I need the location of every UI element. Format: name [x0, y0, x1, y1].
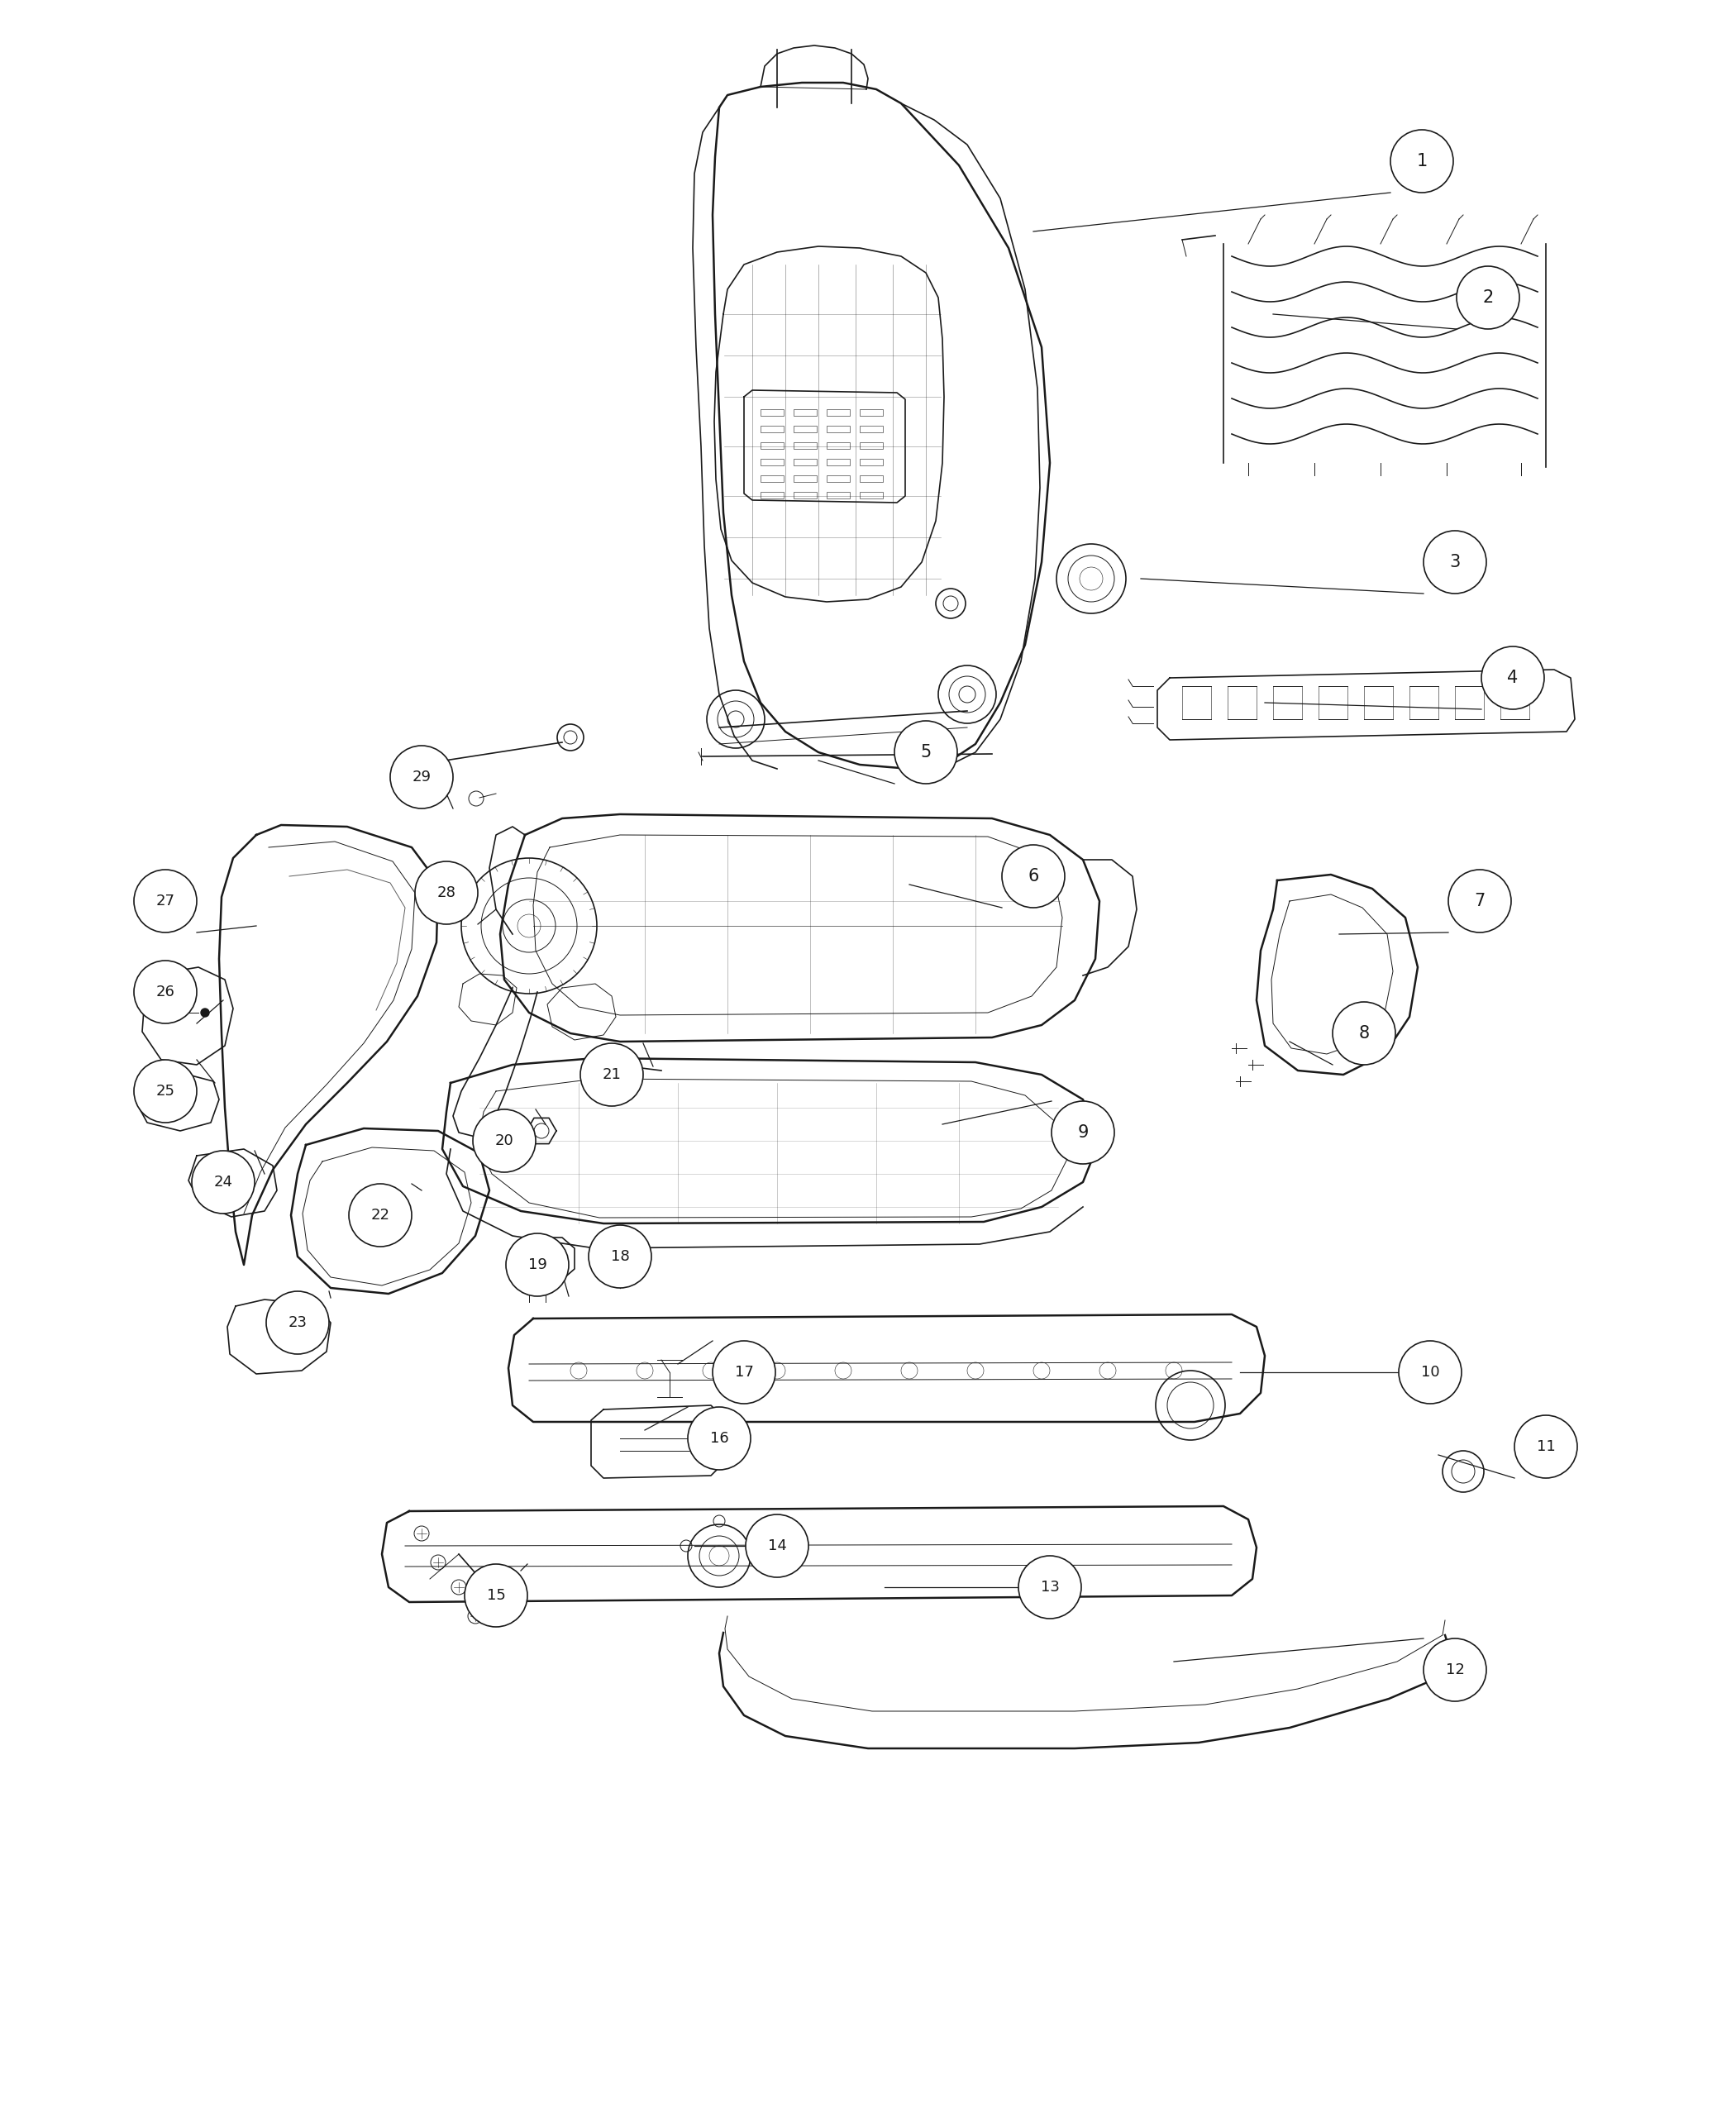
Bar — [760, 460, 783, 466]
Circle shape — [1424, 531, 1486, 594]
Circle shape — [201, 1008, 208, 1016]
Text: 6: 6 — [1028, 868, 1038, 885]
Bar — [859, 474, 884, 483]
Circle shape — [1448, 871, 1510, 932]
Circle shape — [1052, 1100, 1115, 1164]
Text: 14: 14 — [767, 1539, 786, 1554]
Circle shape — [712, 1341, 776, 1404]
Text: 1: 1 — [1417, 154, 1427, 169]
Text: 27: 27 — [156, 894, 175, 909]
Bar — [859, 491, 884, 497]
Text: 28: 28 — [437, 885, 457, 900]
Circle shape — [894, 721, 957, 784]
Text: 17: 17 — [734, 1364, 753, 1381]
Circle shape — [266, 1292, 330, 1353]
Circle shape — [134, 1060, 196, 1124]
Text: 22: 22 — [372, 1208, 391, 1223]
Bar — [859, 409, 884, 415]
Circle shape — [589, 1225, 651, 1288]
Text: 2: 2 — [1483, 289, 1493, 306]
Text: 3: 3 — [1450, 554, 1460, 571]
Bar — [826, 443, 851, 449]
Text: 24: 24 — [214, 1174, 233, 1189]
Bar — [760, 491, 783, 497]
Circle shape — [687, 1406, 750, 1469]
Text: 29: 29 — [411, 769, 431, 784]
Text: 11: 11 — [1536, 1440, 1555, 1455]
Text: 20: 20 — [495, 1134, 514, 1149]
Text: 5: 5 — [920, 744, 930, 761]
Text: 25: 25 — [156, 1084, 175, 1098]
Bar — [618, 1060, 634, 1069]
Text: 18: 18 — [611, 1250, 630, 1265]
Text: 15: 15 — [486, 1587, 505, 1602]
Text: 12: 12 — [1446, 1663, 1465, 1678]
Circle shape — [580, 1043, 642, 1107]
Bar — [859, 460, 884, 466]
Circle shape — [391, 746, 453, 809]
Circle shape — [1019, 1556, 1082, 1619]
Circle shape — [472, 1109, 536, 1172]
Bar — [793, 460, 816, 466]
Text: 13: 13 — [1040, 1579, 1059, 1594]
Bar — [760, 409, 783, 415]
Text: 23: 23 — [288, 1315, 307, 1330]
Circle shape — [1481, 647, 1545, 708]
Bar — [793, 426, 816, 432]
Bar — [826, 409, 851, 415]
Circle shape — [134, 871, 196, 932]
Bar — [859, 426, 884, 432]
Circle shape — [1002, 845, 1064, 909]
Circle shape — [465, 1564, 528, 1627]
Bar — [760, 426, 783, 432]
Text: 16: 16 — [710, 1431, 729, 1446]
Circle shape — [415, 862, 477, 923]
Bar — [826, 460, 851, 466]
Text: 8: 8 — [1359, 1024, 1370, 1041]
Circle shape — [1424, 1638, 1486, 1701]
Circle shape — [191, 1151, 255, 1214]
Text: 19: 19 — [528, 1256, 547, 1273]
Bar — [793, 474, 816, 483]
Bar — [793, 443, 816, 449]
Circle shape — [349, 1185, 411, 1246]
Circle shape — [134, 961, 196, 1022]
Circle shape — [1457, 266, 1519, 329]
Bar — [760, 443, 783, 449]
Bar — [859, 443, 884, 449]
Circle shape — [505, 1233, 569, 1296]
Text: 9: 9 — [1078, 1124, 1088, 1140]
Bar — [826, 491, 851, 497]
Bar — [793, 409, 816, 415]
Circle shape — [1391, 131, 1453, 192]
Bar — [793, 491, 816, 497]
Bar — [760, 474, 783, 483]
Circle shape — [1333, 1001, 1396, 1065]
Text: 21: 21 — [602, 1067, 621, 1081]
Bar — [826, 426, 851, 432]
Text: 4: 4 — [1507, 670, 1519, 685]
Bar — [826, 474, 851, 483]
Text: 10: 10 — [1420, 1364, 1439, 1381]
Text: 7: 7 — [1474, 894, 1486, 909]
Circle shape — [746, 1514, 809, 1577]
Circle shape — [1399, 1341, 1462, 1404]
Text: 26: 26 — [156, 984, 175, 999]
Circle shape — [1514, 1414, 1578, 1478]
